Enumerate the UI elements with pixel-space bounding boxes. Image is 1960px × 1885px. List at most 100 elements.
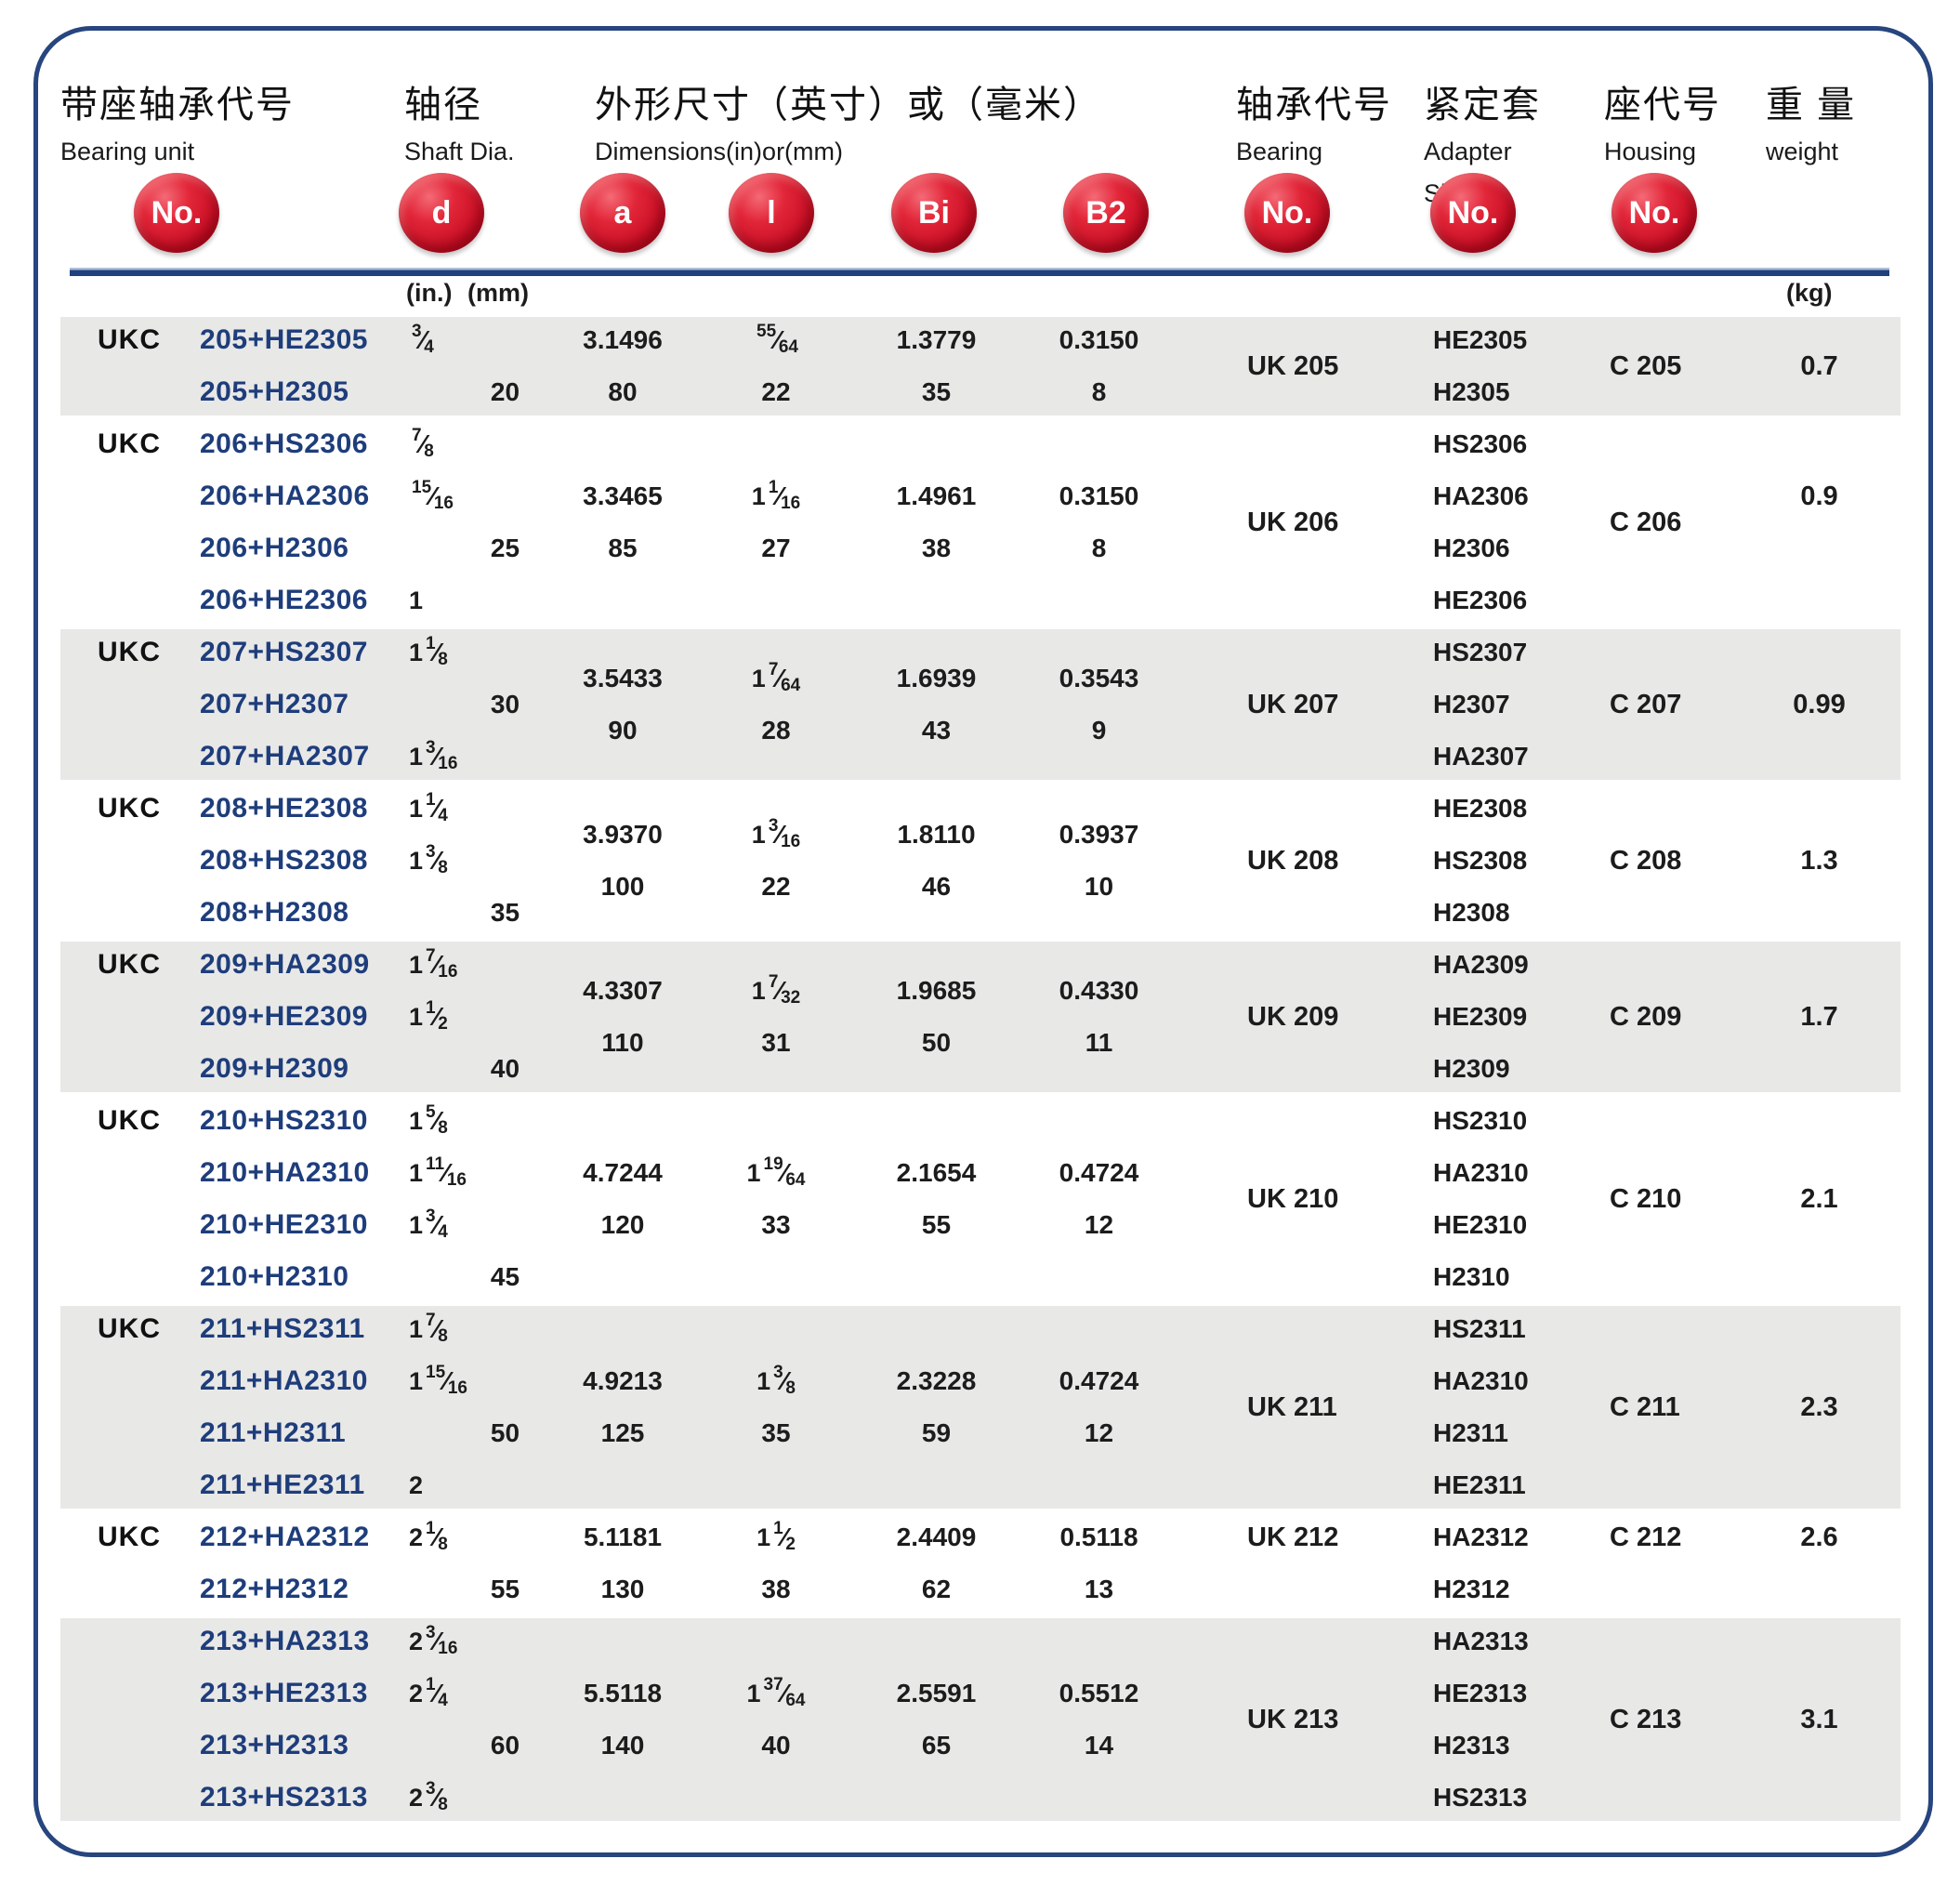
bearing-no-column: UK 212	[1180, 1511, 1375, 1615]
ukc-prefix: UKC	[98, 637, 161, 667]
dim-a-values-line: 80	[608, 377, 638, 406]
housing-no-column: C 211	[1561, 1303, 1738, 1511]
dim-l-column: 1 3 ⁄ 8 35	[697, 1303, 855, 1511]
shaft-dia-in: 1	[409, 586, 424, 614]
dim-a-values: 3.9370 100	[548, 783, 697, 939]
dim-a-values: 3.5433 90	[548, 626, 697, 783]
ukc-prefix	[60, 991, 200, 1043]
header-bearing-unit-en: Bearing unit	[60, 138, 195, 165]
shaft-dia-in: 2 3 ⁄ 8	[409, 1779, 448, 1814]
dim-bi-column: 1.9685 50	[855, 939, 1018, 1095]
shaft-dia-mm	[479, 783, 548, 835]
dim-bi-values-line: 35	[921, 377, 952, 406]
ukc-prefix	[60, 1355, 200, 1407]
adapter-sleeve-no: HE2310	[1433, 1210, 1528, 1239]
dim-l-column: 1 37 ⁄ 64 40	[697, 1615, 855, 1824]
dim-l-values: 1 1 ⁄ 2 38	[697, 1511, 855, 1615]
dim-b2-values: 0.3937 10	[1018, 783, 1180, 939]
shaft-dia-in: 1 3 ⁄ 4	[409, 1206, 448, 1242]
adapter-sleeve-no: HS2308	[1433, 846, 1528, 875]
bearing-unit-column: 212+HA2312 212+H2312	[200, 1511, 409, 1615]
weight-value: 2.6	[1800, 1522, 1838, 1552]
dim-a-column: 3.5433 90	[548, 626, 697, 783]
ukc-prefix	[60, 1563, 200, 1615]
ukc-prefix-column: UKC	[60, 1095, 200, 1303]
header-weight: 重 量 weight	[1766, 74, 1856, 166]
shaft-dia-mm	[479, 731, 548, 783]
dim-bi-column: 1.6939 43	[855, 626, 1018, 783]
dim-bi-values-line: 62	[921, 1575, 952, 1603]
bearing-group-uk-206: UKC 206+HS2306 206+HA2306 206+H2306 206+HE2…	[60, 418, 1901, 626]
dim-l-values-line: 1 3 ⁄ 8	[756, 1363, 796, 1398]
shaft-dia-mm: 30	[490, 690, 520, 718]
bearing-unit-column: 213+HA2313 213+HE2313 213+H2313 213+HS2313	[200, 1615, 409, 1824]
bearing-unit-number: 210+HE2310	[200, 1209, 368, 1240]
bearing-group-uk-207: UKC 207+HS2307 207+H2307 207+HA2307 1 1 ⁄ 8 1 3…	[60, 626, 1901, 783]
dim-l-values-line: 1 7 ⁄ 64	[751, 660, 801, 695]
ukc-prefix-column: UKC	[60, 314, 200, 418]
dim-bi-values: 1.6939 43	[855, 626, 1018, 783]
shaft-dia-in	[409, 1563, 479, 1615]
dim-a-values-line: 140	[600, 1731, 645, 1760]
dim-l-values: 1 7 ⁄ 64 28	[697, 626, 855, 783]
bearing-unit-number: 206+H2306	[200, 533, 349, 563]
ukc-prefix-column: UKC	[60, 626, 200, 783]
adapter-sleeve-no: HA2310	[1433, 1158, 1529, 1187]
shaft-dia-mm	[479, 1355, 548, 1407]
bearing-unit-number: 209+HA2309	[200, 949, 370, 980]
shaft-dia-in-column: 2 1 ⁄ 8	[409, 1511, 479, 1615]
dim-a-column: 3.9370 100	[548, 783, 697, 939]
adapter-sleeve-no: HE2306	[1433, 586, 1528, 614]
bearing-no-column: UK 205	[1180, 314, 1375, 418]
dim-a-column: 4.7244 120	[548, 1095, 697, 1303]
dim-a-values-line: 85	[608, 534, 638, 562]
shaft-dia-mm	[479, 1511, 548, 1563]
dim-bi-values-line: 2.1654	[896, 1158, 977, 1187]
weight-column: 0.9	[1738, 418, 1901, 626]
dim-bi-values-line: 1.3779	[896, 325, 977, 354]
header-weight-en: weight	[1766, 138, 1839, 165]
dim-b2-values-line: 9	[1091, 716, 1107, 745]
dim-l-column: 1 1 ⁄ 16 27	[697, 418, 855, 626]
bearing-unit-number: 209+HE2309	[200, 1001, 368, 1032]
bearing-unit-number: 212+HA2312	[200, 1522, 370, 1552]
dim-b2-values-line: 10	[1084, 872, 1114, 901]
dim-bi-column: 1.4961 38	[855, 418, 1018, 626]
dim-a-column: 3.3465 85	[548, 418, 697, 626]
dim-b2-values: 0.5512 14	[1018, 1615, 1180, 1824]
adapter-sleeve-no: HE2309	[1433, 1002, 1528, 1031]
dim-a-values-line: 4.3307	[583, 976, 663, 1005]
ukc-prefix	[60, 731, 200, 783]
bearing-no-column: UK 213	[1180, 1615, 1375, 1824]
dim-a-column: 3.1496 80	[548, 314, 697, 418]
header-adapter-zh: 紧定套	[1424, 85, 1541, 125]
dim-l-values: 1 3 ⁄ 16 22	[697, 783, 855, 939]
shaft-dia-mm-column: 30	[479, 626, 548, 783]
dim-l-values-line: 31	[761, 1028, 791, 1057]
dim-bi-values-line: 43	[921, 716, 952, 745]
bearing-unit-number: 212+H2312	[200, 1574, 349, 1604]
dim-bi-values: 2.3228 59	[855, 1303, 1018, 1511]
adapter-sleeve-column: HS2307 H2307 HA2307	[1375, 626, 1561, 783]
adapter-sleeve-no: HS2311	[1433, 1314, 1526, 1343]
bearing-no-column: UK 206	[1180, 418, 1375, 626]
dim-a-values: 4.3307 110	[548, 939, 697, 1095]
dim-bi-values-line: 59	[921, 1418, 952, 1447]
badge-no-housing: No.	[1611, 173, 1697, 253]
bearing-no: UK 206	[1247, 507, 1339, 537]
shaft-dia-mm	[479, 991, 548, 1043]
adapter-sleeve-no: HA2307	[1433, 742, 1529, 771]
adapter-sleeve-column: HA2312 H2312	[1375, 1511, 1561, 1615]
ukc-prefix: UKC	[98, 1522, 161, 1552]
housing-no-column: C 205	[1561, 314, 1738, 418]
dim-a-values-line: 125	[600, 1418, 645, 1447]
shaft-dia-mm-column: 60	[479, 1615, 548, 1824]
ukc-prefix	[60, 470, 200, 522]
dim-l-column: 1 19 ⁄ 64 33	[697, 1095, 855, 1303]
dim-b2-values: 0.4330 11	[1018, 939, 1180, 1095]
adapter-sleeve-no: HE2313	[1433, 1679, 1528, 1707]
ukc-prefix: UKC	[98, 324, 161, 355]
dim-b2-values-line: 0.5512	[1059, 1679, 1139, 1707]
adapter-sleeve-column: HA2309 HE2309 H2309	[1375, 939, 1561, 1095]
